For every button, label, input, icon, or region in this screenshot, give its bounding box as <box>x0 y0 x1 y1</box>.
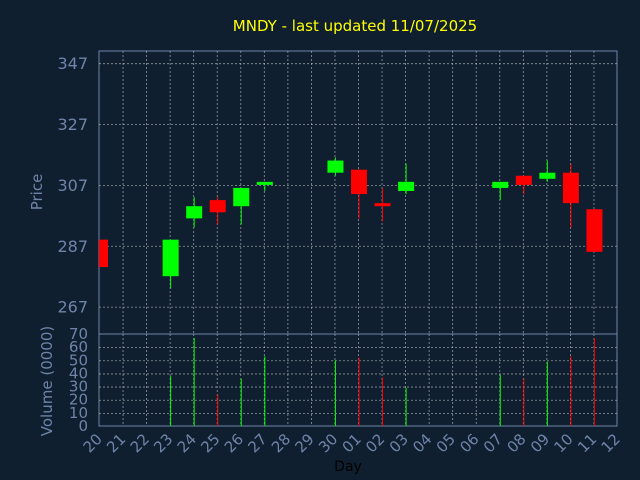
chart-title: MNDY - last updated 11/07/2025 <box>233 17 477 35</box>
y-axis-label: Price <box>28 174 46 211</box>
candle-body <box>492 181 509 188</box>
volume-tick-label: 50 <box>69 351 88 369</box>
x-tick-labels: 2021222324252627282930010203040506070809… <box>80 430 624 456</box>
volume-tick-label: 20 <box>69 391 88 409</box>
x-tick-label: 22 <box>127 430 153 456</box>
x-tick-label: 02 <box>362 430 388 456</box>
x-tick-label: 05 <box>433 430 459 456</box>
candle-body <box>233 187 250 207</box>
candle-body <box>327 160 344 173</box>
volume-tick-label: 40 <box>69 364 88 382</box>
x-tick-label: 26 <box>221 430 247 456</box>
volume-tick-label: 70 <box>69 325 88 343</box>
x-tick-label: 11 <box>574 430 600 456</box>
x-tick-label: 21 <box>103 430 129 456</box>
volume-axis-label: Volume (0000) <box>38 326 56 436</box>
x-tick-label: 30 <box>315 430 341 456</box>
x-tick-label: 03 <box>386 430 412 456</box>
x-tick-label: 27 <box>244 430 270 456</box>
candle-body <box>99 239 108 268</box>
x-tick-label: 28 <box>268 430 294 456</box>
x-tick-label: 10 <box>551 430 577 456</box>
volume-tick-label: 30 <box>69 378 88 396</box>
x-tick-label: 24 <box>174 430 200 456</box>
candle-body <box>374 203 391 207</box>
candle-body <box>539 172 556 179</box>
candle-body <box>209 200 226 213</box>
x-tick-label: 12 <box>598 430 624 456</box>
candle-body <box>398 181 415 191</box>
volume-tick-label: 60 <box>69 338 88 356</box>
x-tick-label: 09 <box>527 430 553 456</box>
x-tick-label: 07 <box>480 430 506 456</box>
x-tick-label: 04 <box>409 430 435 456</box>
x-tick-label: 06 <box>456 430 482 456</box>
volume-plot-frame <box>98 333 618 427</box>
x-tick-label: 23 <box>150 430 176 456</box>
candle-body <box>351 169 367 195</box>
x-tick-label: 08 <box>503 430 529 456</box>
y-tick-label: 267 <box>57 298 88 317</box>
candle-body <box>256 181 273 185</box>
candle-body <box>186 206 203 219</box>
x-tick-label: 29 <box>292 430 318 456</box>
candle-body <box>515 175 532 185</box>
volume-tick-label: 10 <box>69 404 88 422</box>
candle-body <box>162 239 179 277</box>
candle-body <box>562 172 579 204</box>
candles <box>99 157 603 289</box>
y-tick-label: 287 <box>57 237 88 256</box>
volume-tick-label: 0 <box>78 417 88 435</box>
price-panel: 347 327 307 287 267 <box>57 50 618 335</box>
candle-body <box>586 209 603 252</box>
volume-bars <box>170 337 595 426</box>
y-tick-label: 347 <box>57 54 88 73</box>
x-tick-label: 01 <box>339 430 365 456</box>
x-axis-label: Day <box>334 459 362 475</box>
x-tick-label: 25 <box>197 430 223 456</box>
y-tick-label: 307 <box>57 176 88 195</box>
y-tick-label: 327 <box>57 115 88 134</box>
